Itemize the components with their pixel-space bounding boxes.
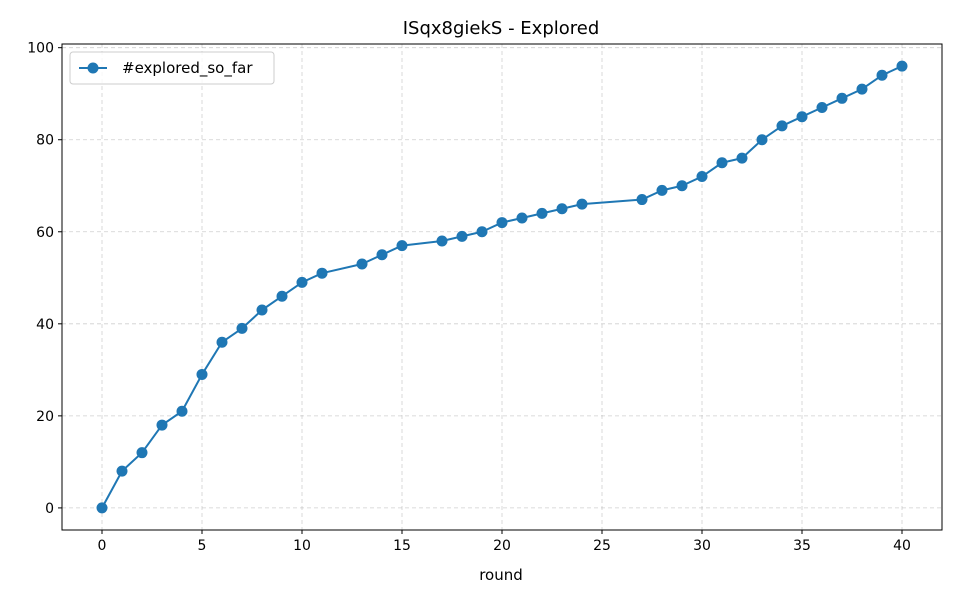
x-tick-label: 15: [393, 538, 411, 554]
y-axis: 0 20 40 60 80 100: [27, 41, 62, 517]
data-point: [896, 60, 908, 72]
data-point: [176, 405, 188, 417]
x-tick-label: 35: [793, 538, 811, 554]
data-point: [636, 194, 648, 206]
x-axis: 0 5 10 15 20 25 30 35 40: [98, 530, 911, 554]
chart-title: ISqx8giekS - Explored: [403, 18, 600, 39]
data-point: [556, 203, 568, 215]
data-point: [376, 249, 388, 261]
data-point: [396, 240, 408, 252]
y-tick-label: 0: [45, 501, 54, 517]
data-point: [676, 180, 688, 192]
data-point: [716, 157, 728, 169]
y-tick-label: 40: [36, 317, 54, 333]
legend-point-marker: [87, 62, 99, 74]
data-point: [96, 502, 108, 514]
x-tick-label: 30: [693, 538, 711, 554]
data-point: [516, 212, 528, 224]
data-point: [236, 322, 248, 334]
data-point: [776, 120, 788, 132]
data-point: [696, 171, 708, 183]
x-tick-label: 40: [893, 538, 911, 554]
data-point: [536, 207, 548, 219]
data-point: [836, 92, 848, 104]
data-point: [316, 267, 328, 279]
x-tick-label: 0: [98, 538, 107, 554]
y-tick-label: 100: [27, 41, 54, 57]
x-tick-label: 10: [293, 538, 311, 554]
data-point: [296, 276, 308, 288]
data-point: [156, 419, 168, 431]
data-point: [136, 447, 148, 459]
legend-box: [69, 51, 275, 85]
data-point: [476, 226, 488, 238]
data-point: [496, 217, 508, 229]
data-point: [116, 465, 128, 477]
data-point: [876, 69, 888, 81]
x-tick-label: 25: [593, 538, 611, 554]
data-point: [436, 235, 448, 247]
series-layer: [96, 60, 908, 514]
data-point: [276, 290, 288, 302]
x-tick-label: 20: [493, 538, 511, 554]
x-axis-label: round: [479, 566, 523, 584]
y-tick-label: 80: [36, 133, 54, 149]
data-point: [736, 152, 748, 164]
data-point: [796, 111, 808, 123]
data-point: [756, 134, 768, 146]
data-point: [356, 258, 368, 270]
y-tick-label: 60: [36, 225, 54, 241]
data-point: [216, 336, 228, 348]
legend-series-label: #explored_so_far: [122, 59, 253, 78]
y-tick-label: 20: [36, 409, 54, 425]
data-point: [576, 198, 588, 210]
data-point: [256, 304, 268, 316]
data-point: [196, 368, 208, 380]
data-point: [456, 230, 468, 242]
data-point: [816, 102, 828, 114]
legend: #explored_so_far: [69, 51, 275, 85]
data-point: [656, 184, 668, 196]
x-tick-label: 5: [198, 538, 207, 554]
data-point: [856, 83, 868, 95]
